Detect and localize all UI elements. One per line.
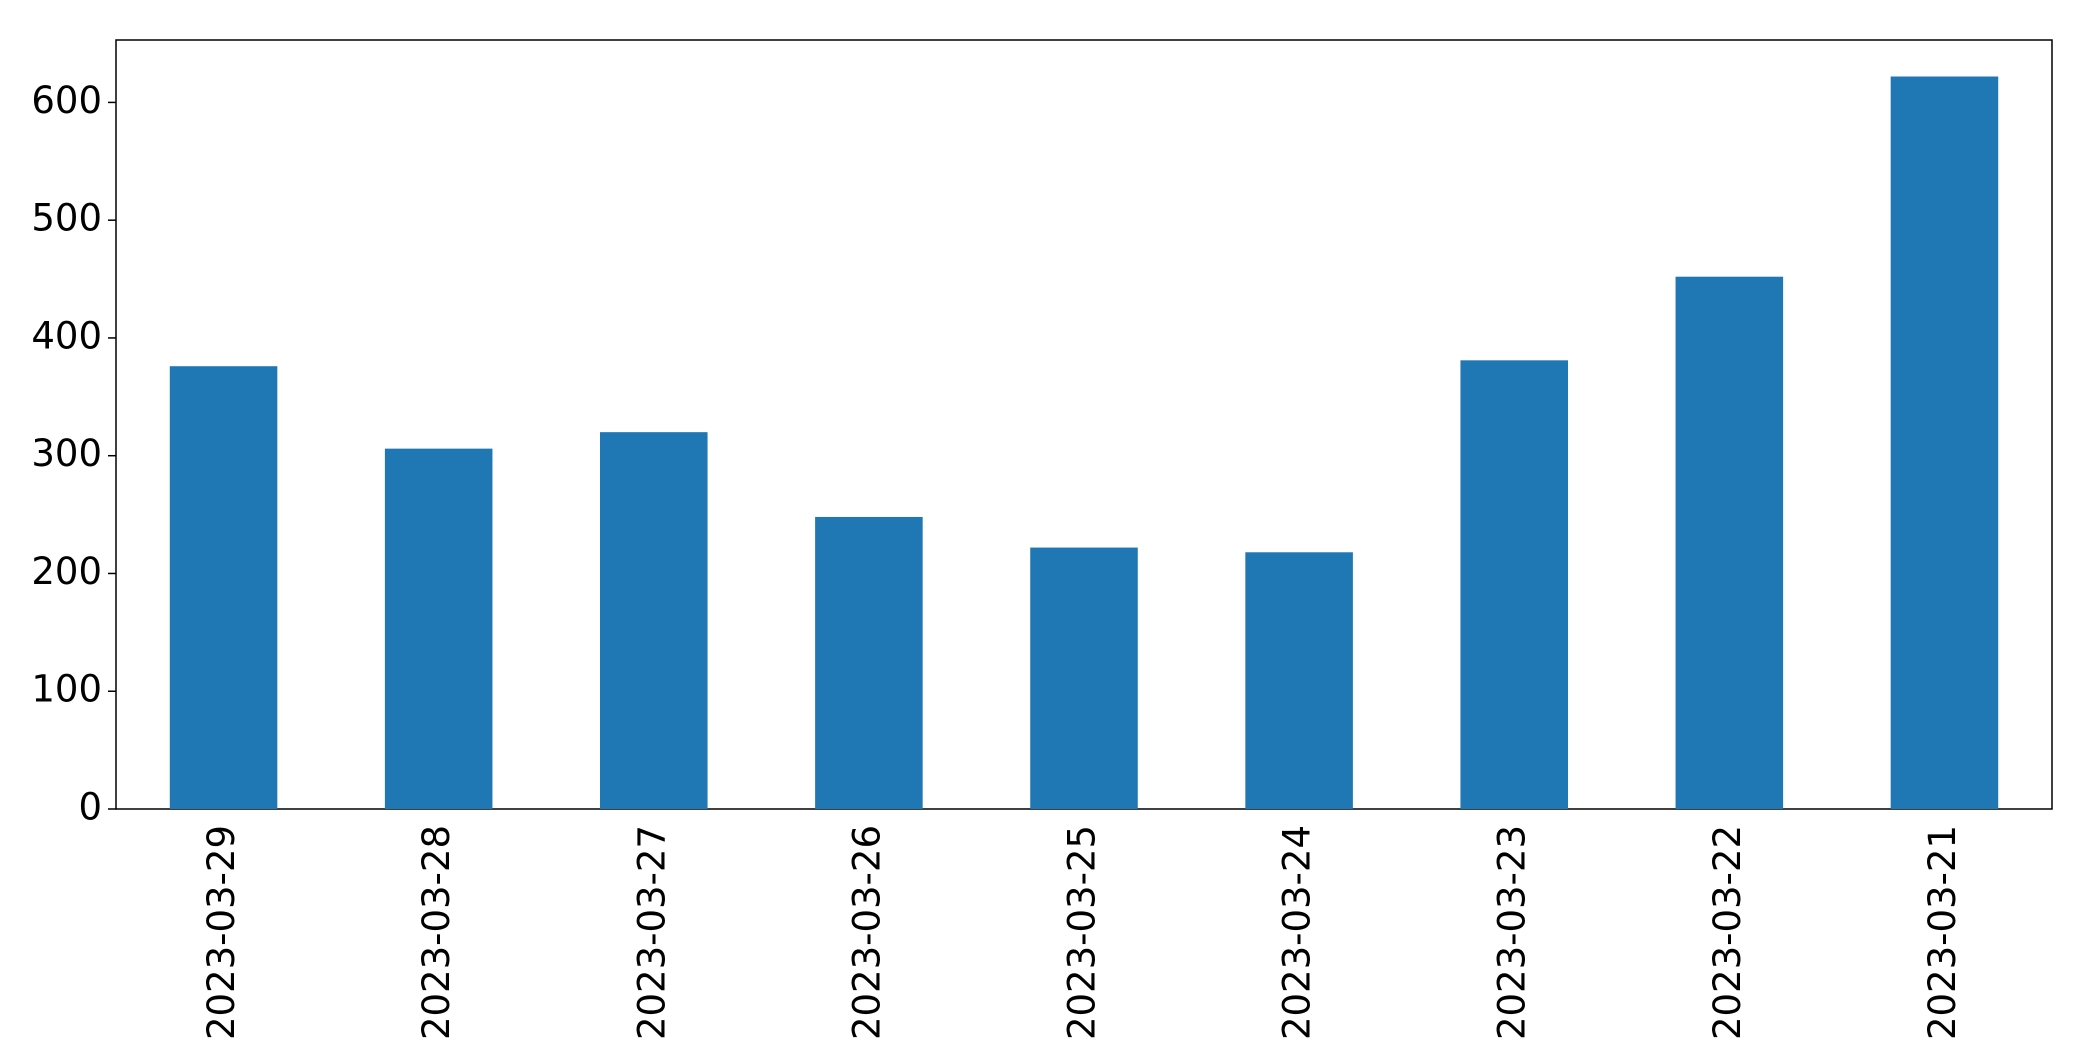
x-tick-label: 2023-03-26 bbox=[845, 825, 888, 1040]
y-tick-label: 0 bbox=[78, 786, 102, 829]
y-tick-label: 100 bbox=[31, 668, 102, 711]
y-tick-label: 600 bbox=[31, 79, 102, 122]
bar bbox=[169, 366, 278, 809]
y-tick-label: 200 bbox=[31, 550, 102, 593]
y-tick-label: 400 bbox=[31, 314, 102, 357]
x-tick-label: 2023-03-23 bbox=[1491, 825, 1534, 1040]
bar bbox=[1675, 276, 1784, 810]
y-tick-label: 300 bbox=[31, 432, 102, 475]
bar bbox=[1460, 360, 1568, 809]
bar bbox=[384, 448, 493, 809]
x-tick-label: 2023-03-25 bbox=[1061, 825, 1104, 1040]
x-tick-label: 2023-03-29 bbox=[200, 825, 243, 1040]
x-tick-label: 2023-03-28 bbox=[415, 825, 458, 1040]
bar bbox=[1030, 547, 1138, 809]
x-tick-label: 2023-03-24 bbox=[1276, 825, 1319, 1040]
y-tick-label: 500 bbox=[31, 197, 102, 240]
bar bbox=[600, 432, 708, 809]
bar bbox=[1890, 76, 1999, 809]
bar bbox=[1245, 552, 1353, 809]
x-tick-label: 2023-03-22 bbox=[1706, 825, 1749, 1040]
bar bbox=[815, 516, 923, 809]
x-tick-label: 2023-03-27 bbox=[630, 825, 673, 1040]
x-tick-label: 2023-03-21 bbox=[1921, 825, 1964, 1040]
